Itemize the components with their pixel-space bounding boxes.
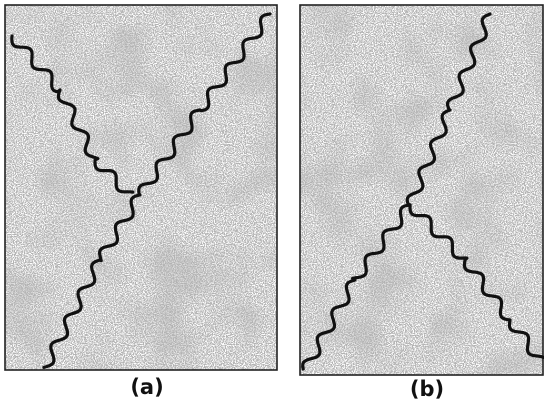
figure: (a) (b)	[0, 0, 544, 408]
panel-b	[300, 5, 544, 375]
panel-label: (b)	[410, 377, 444, 401]
panel-label: (a)	[130, 375, 163, 399]
page: (a) (b) (() => { const data = JSON.parse…	[0, 0, 544, 408]
panel-a	[5, 5, 277, 370]
